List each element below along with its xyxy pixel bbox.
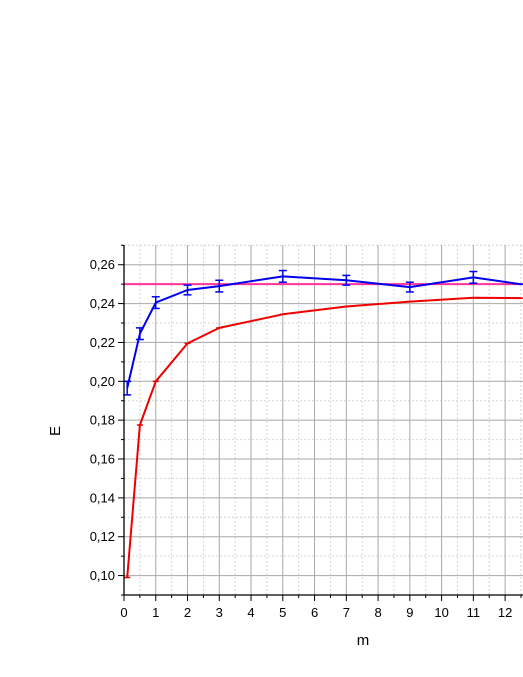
- x-tick-label: 10: [434, 605, 448, 620]
- y-tick-label: 0,14: [90, 490, 115, 505]
- x-tick-label: 2: [184, 605, 191, 620]
- x-tick-label: 1: [152, 605, 159, 620]
- x-tick-label: 6: [311, 605, 318, 620]
- x-tick-label: 8: [374, 605, 381, 620]
- y-tick-label: 0,22: [90, 335, 115, 350]
- y-tick-label: 0,26: [90, 257, 115, 272]
- x-tick-label: 9: [406, 605, 413, 620]
- y-tick-label: 0,20: [90, 374, 115, 389]
- y-tick-labels: 0,10 0,12 0,14 0,16 0,18 0,20 0,22 0,24 0,26: [90, 257, 115, 583]
- x-tick-label: 5: [279, 605, 286, 620]
- y-tick-label: 0,24: [90, 296, 115, 311]
- x-tick-label: 12: [498, 605, 512, 620]
- y-axis-label: E: [47, 426, 64, 436]
- series-layer: [123, 269, 523, 579]
- series-1-line: [126, 275, 522, 389]
- y-tick-label: 0,10: [90, 568, 115, 583]
- series-2-line: [126, 296, 522, 578]
- x-tick-label: 4: [247, 605, 254, 620]
- axes: [118, 244, 523, 601]
- x-tick-label: 11: [467, 605, 481, 620]
- y-tick-label: 0,12: [90, 529, 115, 544]
- y-tick-label: 0,16: [90, 452, 115, 467]
- x-tick-label: 0: [120, 605, 127, 620]
- x-tick-labels: 0 1 2 3 4 5 6 7 8 9 10 11 12: [120, 605, 512, 620]
- major-grid: [124, 245, 523, 595]
- y-tick-label: 0,18: [90, 413, 115, 428]
- x-tick-label: 3: [216, 605, 223, 620]
- x-tick-label: 7: [343, 605, 350, 620]
- x-axis-label: m: [357, 632, 370, 649]
